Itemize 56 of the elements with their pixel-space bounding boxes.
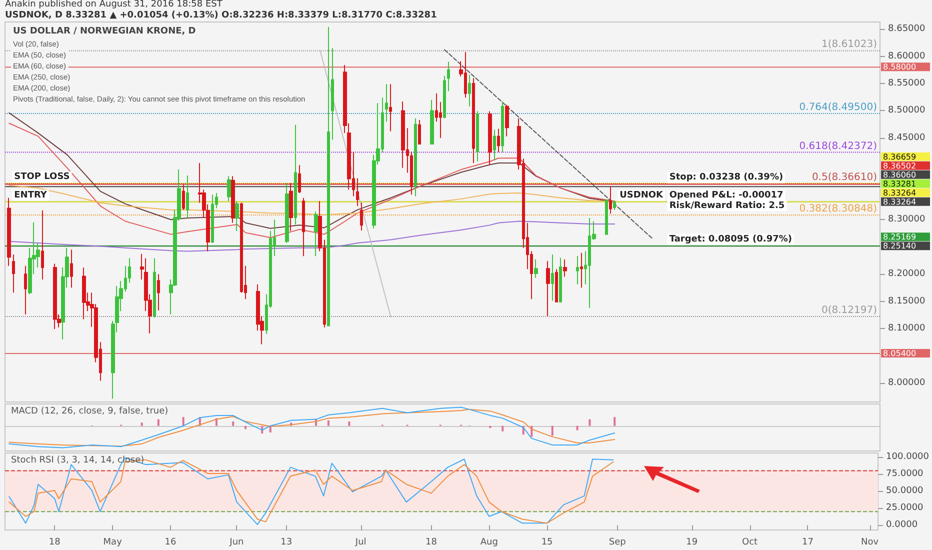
ref-line-label: 1(8.61023) bbox=[821, 39, 878, 50]
annotation: Target: 0.08095 (0.97%) bbox=[669, 234, 792, 244]
x-tick-label: Aug bbox=[480, 538, 498, 548]
y-tick-label: 8.60000 bbox=[888, 51, 926, 62]
chart-subtitle: USDNOK, D 8.33281 ▲ +0.01054 (+0.13%) O:8.32236 H:8.33379 L:8.31770 C:8.33281 bbox=[5, 10, 437, 20]
y-tick-label: 8.65000 bbox=[888, 24, 926, 34]
ref-line-label: 8.33281 bbox=[883, 179, 916, 188]
annotation: Opened P&L: -0.00017 bbox=[669, 190, 784, 200]
ref-line-label: 8.33264 bbox=[883, 188, 916, 198]
ref-line-label: 0.382(8.30848) bbox=[799, 204, 878, 215]
x-tick-label: 15 bbox=[541, 538, 553, 548]
y-tick-label: 100.0000 bbox=[886, 452, 930, 462]
x-tick-label: Nov bbox=[860, 538, 880, 548]
x-tick-label: Jul bbox=[354, 538, 366, 548]
y-tick-label: 8.10000 bbox=[888, 324, 926, 334]
y-tick-label: 75.0000 bbox=[886, 469, 924, 480]
x-tick-label: May bbox=[103, 538, 123, 548]
y-tick-label: 8.20000 bbox=[888, 269, 926, 280]
ref-line-label: 0.764(8.49500) bbox=[799, 102, 878, 113]
y-tick-label: 25.0000 bbox=[886, 503, 924, 514]
x-tick-label: 17 bbox=[802, 538, 814, 548]
text: Anakin published on August 31, 2016 18:58 EST bbox=[5, 0, 223, 10]
ref-line-label: 0(8.12197) bbox=[821, 305, 878, 316]
x-tick-label: Jun bbox=[228, 538, 244, 548]
ref-line-label: 8.58000 bbox=[883, 62, 916, 72]
ref-line-label: 8.33264 bbox=[883, 197, 916, 206]
y-tick-label: 0.0000 bbox=[886, 520, 918, 530]
text: US DOLLAR / NORWEGIAN KRONE, D bbox=[13, 26, 196, 36]
x-tick-label: 18 bbox=[48, 538, 61, 548]
x-tick-label: 18 bbox=[425, 538, 438, 548]
y-tick-label: 8.00000 bbox=[888, 378, 926, 388]
y-tick-label: 8.30000 bbox=[888, 214, 926, 225]
y-tick-label: 8.55000 bbox=[888, 78, 926, 89]
annotation: USDNOK bbox=[620, 190, 664, 200]
y-tick-label: 8.50000 bbox=[888, 106, 926, 116]
x-tick-label: Sep bbox=[608, 538, 626, 548]
ref-line-label: 8.36659 bbox=[883, 152, 916, 162]
y-tick-label: 8.15000 bbox=[888, 296, 926, 306]
ref-line-label: 8.25140 bbox=[883, 242, 916, 251]
ref-line-label: 0.618(8.42372) bbox=[799, 140, 878, 152]
ref-line-label: 0.5(8.36610) bbox=[812, 172, 878, 184]
annotation: Stop: 0.03238 (0.39%) bbox=[669, 172, 784, 183]
ref-line-label: 8.36502 bbox=[883, 161, 916, 170]
ref-line-label: 8.05400 bbox=[883, 349, 916, 358]
ref-line-label: 8.36060 bbox=[883, 170, 916, 180]
annotation: Risk/Reward Ratio: 2.5 bbox=[669, 200, 785, 211]
x-tick-label: 16 bbox=[164, 538, 177, 548]
annotation: MACD (12, 26, close, 9, false, true) bbox=[11, 406, 168, 416]
x-tick-label: Oct bbox=[742, 538, 758, 548]
x-tick-label: 13 bbox=[280, 538, 292, 548]
y-tick-label: 50.0000 bbox=[886, 486, 924, 496]
x-tick-label: 19 bbox=[686, 538, 698, 548]
ref-line-label: 8.25169 bbox=[883, 232, 916, 242]
y-tick-label: 8.45000 bbox=[888, 132, 926, 143]
annotation: STOP LOSS bbox=[14, 172, 70, 182]
annotation: ENTRY bbox=[14, 190, 48, 200]
